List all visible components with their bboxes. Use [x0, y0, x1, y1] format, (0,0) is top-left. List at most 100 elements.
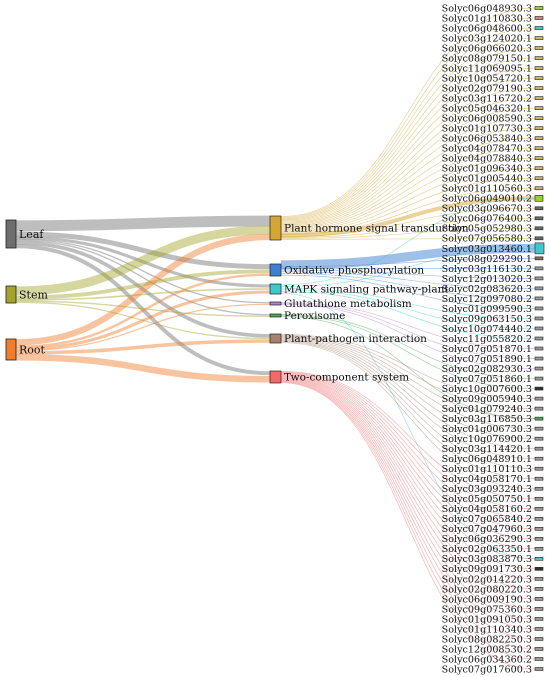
gene-node-solyc10g007600-3 [534, 386, 544, 391]
gene-label: Solyc10g076900.2 [442, 434, 532, 445]
gene-node-solyc03g114420-1 [534, 446, 544, 451]
gene-node-solyc04g078840-3 [534, 156, 544, 161]
gene-node-solyc07g056580-3 [534, 236, 544, 241]
link-two-component-system-to-gene [280, 374, 536, 560]
link-oxidative-phosphorylation-to-gene [280, 258, 536, 267]
link-plant-pathogen-interaction-to-gene [280, 335, 536, 409]
gene-node-solyc06g036290-3 [534, 537, 544, 541]
gene-node-solyc11g055820-2 [534, 336, 544, 341]
gene-node-solyc01g079240-3 [534, 406, 544, 411]
tissue-label: Stem [19, 289, 48, 302]
gene-node-solyc01g099590-3 [534, 306, 544, 311]
gene-node-solyc08g029290-1 [534, 256, 544, 261]
gene-node-solyc02g082930-3 [534, 366, 544, 371]
pathway-label: Peroxisome [284, 310, 345, 322]
link-mapk-signaling-pathway-plant-to-gene [280, 197, 536, 286]
gene-node-solyc03g093240-3 [534, 486, 544, 491]
gene-node-solyc01g110830-3 [534, 16, 544, 20]
link-plant-hormone-signal-transduction-to-gene [280, 237, 536, 240]
gene-label: Solyc05g046320.1 [442, 104, 532, 115]
link-oxidative-phosphorylation-to-gene [280, 273, 536, 299]
link-mapk-signaling-pathway-plant-to-gene [280, 289, 536, 329]
gene-label: Solyc10g074440.2 [442, 324, 532, 335]
gene-label: Solyc10g007600.3 [442, 384, 532, 395]
gene-node-solyc02g080220-3 [534, 587, 544, 591]
link-plant-pathogen-interaction-to-gene [280, 340, 536, 470]
link-stem-to-mapk-signaling-pathway-plant [15, 288, 271, 301]
gene-node-solyc10g074440-2 [534, 326, 544, 331]
pathway-label: Plant hormone signal transduction [284, 223, 469, 235]
gene-label: Solyc06g076400.3 [442, 214, 532, 225]
link-plant-hormone-signal-transduction-to-gene [280, 207, 536, 237]
link-two-component-system-to-gene [280, 380, 536, 640]
gene-node-solyc10g054720-1 [534, 76, 544, 80]
gene-label: Solyc07g065840.2 [442, 514, 532, 525]
gene-node-solyc03g124020-1 [534, 36, 544, 40]
tissue-node-leaf [5, 219, 17, 249]
gene-label: Solyc04g058170.1 [442, 474, 532, 485]
gene-label: Solyc01g005440.3 [442, 174, 532, 185]
link-leaf-to-plant-pathogen-interaction [15, 240, 271, 338]
gene-label: Solyc07g056580.3 [442, 234, 532, 245]
gene-label: Solyc06g036290.3 [442, 534, 532, 545]
gene-label: Solyc07g051870.1 [442, 344, 532, 355]
pathway-label: Glutathione metabolism [284, 298, 412, 310]
pathway-label: Oxidative phosphorylation [284, 265, 424, 277]
link-oxidative-phosphorylation-to-gene [280, 274, 536, 309]
gene-node-solyc09g091730-3 [534, 567, 544, 571]
link-leaf-to-plant-hormone-signal-transduction [15, 215, 271, 232]
gene-label: Solyc06g009190.3 [442, 594, 532, 605]
gene-node-solyc03g116130-2 [534, 266, 544, 271]
link-plant-pathogen-interaction-to-gene [280, 338, 536, 450]
link-plant-hormone-signal-transduction-to-gene [280, 167, 536, 233]
gene-label: Solyc01g110110.3 [442, 464, 532, 475]
gene-node-solyc05g050750-1 [534, 496, 544, 501]
gene-node-solyc06g049010-2 [534, 194, 544, 202]
link-two-component-system-to-gene [280, 378, 536, 610]
tissue-node-stem [5, 285, 17, 304]
link-two-component-system-to-gene [280, 372, 536, 520]
gene-label: Solyc02g080220.3 [442, 584, 532, 595]
gene-label: Solyc02g082930.3 [442, 364, 532, 375]
link-glutathione-metabolism-to-gene [280, 302, 536, 349]
gene-node-solyc03g116720-2 [534, 96, 544, 100]
gene-node-solyc02g079190-3 [534, 86, 544, 90]
gene-label: Solyc12g013020.3 [442, 274, 532, 285]
gene-node-solyc06g053840-3 [534, 136, 544, 140]
link-plant-hormone-signal-transduction-to-gene [280, 57, 536, 222]
gene-label: Solyc03g083870.3 [442, 554, 532, 565]
pathway-label: Two-component system [284, 372, 409, 384]
link-root-to-mapk-signaling-pathway-plant [15, 290, 271, 351]
link-two-component-system-to-gene [280, 375, 536, 570]
gene-label: Solyc07g051890.1 [442, 354, 532, 365]
gene-label: Solyc01g110340.3 [442, 624, 532, 635]
gene-node-solyc03g096670-3 [534, 206, 544, 211]
link-plant-hormone-signal-transduction-to-gene [280, 87, 536, 225]
link-mapk-signaling-pathway-plant-to-gene [280, 248, 536, 287]
pathway-node-plant-pathogen-interaction [269, 333, 282, 344]
gene-label: Solyc06g053840.3 [442, 134, 532, 145]
gene-node-solyc11g069095-1 [534, 66, 544, 70]
gene-node-solyc06g066020-3 [534, 46, 544, 50]
link-plant-hormone-signal-transduction-to-gene [280, 27, 536, 219]
link-oxidative-phosphorylation-to-gene [280, 243, 536, 270]
link-two-component-system-to-gene [280, 372, 536, 530]
gene-label: Solyc03g096670.3 [442, 204, 532, 215]
pathway-node-oxidative-phosphorylation [269, 263, 282, 277]
gene-label: Solyc03g114420.1 [442, 444, 532, 455]
link-plant-pathogen-interaction-to-gene [280, 335, 536, 419]
gene-label: Solyc01g096340.3 [442, 164, 532, 175]
gene-nodes: Solyc06g048930.3Solyc01g110830.3Solyc06g… [442, 3, 545, 675]
link-plant-hormone-signal-transduction-to-gene [280, 7, 536, 217]
pathway-node-peroxisome [269, 313, 282, 318]
link-leaf-to-peroxisome [15, 239, 271, 316]
gene-node-solyc04g058160-2 [534, 506, 544, 511]
link-glutathione-metabolism-to-gene [280, 303, 536, 359]
gene-label: Solyc02g063350.1 [442, 544, 532, 555]
gene-label: Solyc06g066020.3 [442, 43, 532, 54]
gene-node-solyc04g058170-1 [534, 476, 544, 481]
link-two-component-system-to-gene [280, 381, 536, 660]
link-plant-hormone-signal-transduction-to-gene [280, 117, 536, 228]
gene-node-solyc01g110110-3 [534, 466, 544, 471]
